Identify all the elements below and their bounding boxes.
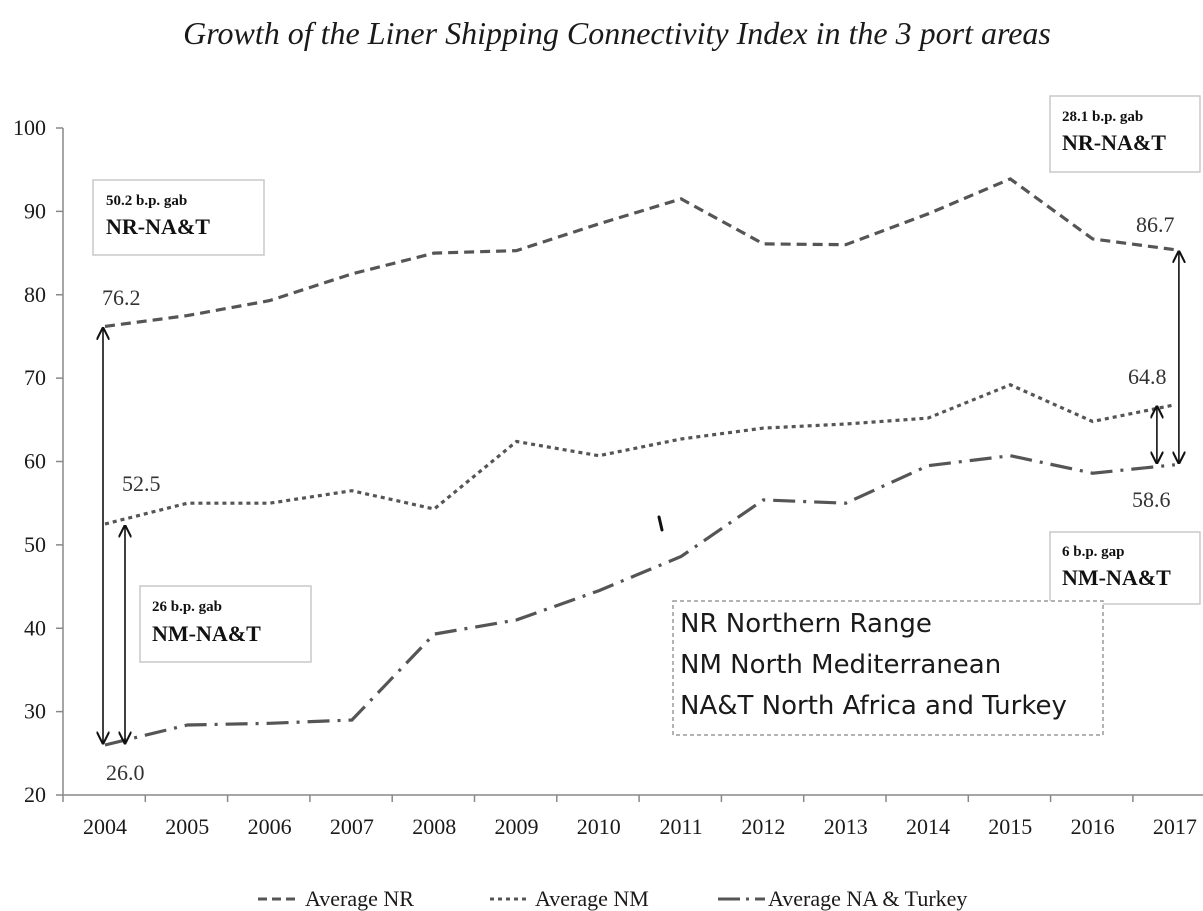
series-line-0 [104, 177, 1176, 328]
y-tick-label: 90 [24, 198, 46, 223]
y-ticks: 20 30 40 50 60 70 80 90 100 [13, 115, 63, 807]
annotation-gap-text: 50.2 b.p. gab [106, 193, 187, 209]
legend-label-na: Average NA & Turkey [768, 886, 967, 911]
value-label-nr-2016: 86.7 [1136, 212, 1175, 237]
chart-title: Growth of the Liner Shipping Connectivit… [183, 15, 1051, 51]
annotation-gap-text: 28.1 b.p. gab [1062, 109, 1143, 125]
y-tick-label: 40 [24, 615, 46, 640]
annotation-box-nm-2004: 26 b.p. gab NM-NA&T [139, 585, 312, 663]
y-tick-label: 50 [24, 532, 46, 557]
x-tick-label: 2004 [83, 814, 127, 839]
legend-item-na: Average NA & Turkey [718, 886, 967, 911]
legend-label-nr: Average NR [305, 886, 414, 911]
value-label-nm-2016: 64.8 [1128, 364, 1167, 389]
x-tick-label: 2010 [577, 814, 621, 839]
stray-mark [657, 515, 664, 532]
y-tick-label: 30 [24, 699, 46, 724]
legend-label-nm: Average NM [535, 886, 649, 911]
x-tick-label: 2005 [165, 814, 209, 839]
legend: Average NR Average NM Average NA & Turke… [258, 886, 967, 911]
series-line-2 [104, 454, 1176, 747]
x-tick-label: 2017 [1153, 814, 1197, 839]
y-tick-label: 80 [24, 282, 46, 307]
annotation-box-nr-2004: 50.2 b.p. gab NR-NA&T [92, 179, 265, 256]
y-tick-label: 20 [24, 782, 46, 807]
gap-arrows [103, 252, 1179, 743]
annotation-gap-text: 26 b.p. gab [152, 599, 222, 615]
annotation-pair-text: NM-NA&T [152, 621, 261, 646]
annotation-box-nr-2017: 28.1 b.p. gab NR-NA&T [1049, 95, 1201, 173]
x-tick-label: 2009 [495, 814, 539, 839]
legend-item-nm: Average NM [490, 886, 649, 911]
value-label-na-2016: 58.6 [1132, 487, 1171, 512]
x-tick-label: 2007 [330, 814, 374, 839]
x-tick-label: 2008 [412, 814, 456, 839]
value-label-nm-2004: 52.5 [122, 471, 161, 496]
x-tick-label: 2011 [660, 814, 703, 839]
key-line-nr: NR Northern Range [680, 609, 932, 639]
y-tick-label: 60 [24, 449, 46, 474]
x-tick-label: 2016 [1071, 814, 1115, 839]
value-label-na-2004: 26.0 [106, 760, 145, 785]
x-ticks: 2004 2005 2006 2007 2008 2009 2010 2011 2012 2013… [62, 795, 1197, 839]
y-tick-label: 70 [24, 365, 46, 390]
abbreviation-key-box: NR Northern Range NM North Mediterranean… [672, 600, 1104, 736]
x-tick-label: 2006 [248, 814, 292, 839]
y-tick-label: 100 [13, 115, 46, 140]
value-label-nr-2004: 76.2 [102, 285, 141, 310]
series-lines [104, 177, 1176, 747]
x-tick-label: 2015 [988, 814, 1032, 839]
annotation-gap-text: 6 b.p. gap [1062, 544, 1125, 560]
annotation-pair-text: NM-NA&T [1062, 565, 1171, 590]
annotation-pair-text: NR-NA&T [106, 214, 210, 239]
legend-item-nr: Average NR [258, 886, 414, 911]
annotation-pair-text: NR-NA&T [1062, 130, 1166, 155]
x-tick-label: 2012 [741, 814, 785, 839]
annotation-box-nm-2017: 6 b.p. gap NM-NA&T [1049, 531, 1201, 605]
key-line-nat: NA&T North Africa and Turkey [680, 691, 1067, 721]
key-line-nm: NM North Mediterranean [680, 650, 1001, 680]
x-tick-label: 2014 [906, 814, 950, 839]
x-tick-label: 2013 [824, 814, 868, 839]
series-line-1 [104, 383, 1176, 526]
